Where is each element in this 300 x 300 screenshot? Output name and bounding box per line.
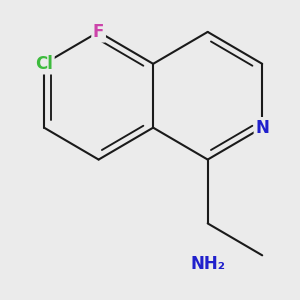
Text: F: F: [93, 23, 104, 41]
Text: N: N: [255, 119, 269, 137]
Text: NH₂: NH₂: [190, 255, 225, 273]
Text: Cl: Cl: [35, 55, 53, 73]
